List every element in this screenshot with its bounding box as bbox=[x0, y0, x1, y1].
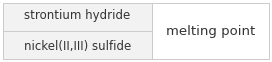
Bar bbox=[3, 31, 152, 59]
Bar bbox=[3, 3, 152, 31]
Text: strontium hydride: strontium hydride bbox=[24, 9, 131, 22]
Text: nickel(II,III) sulfide: nickel(II,III) sulfide bbox=[24, 40, 131, 53]
Text: melting point: melting point bbox=[166, 24, 255, 38]
Bar bbox=[152, 3, 269, 59]
